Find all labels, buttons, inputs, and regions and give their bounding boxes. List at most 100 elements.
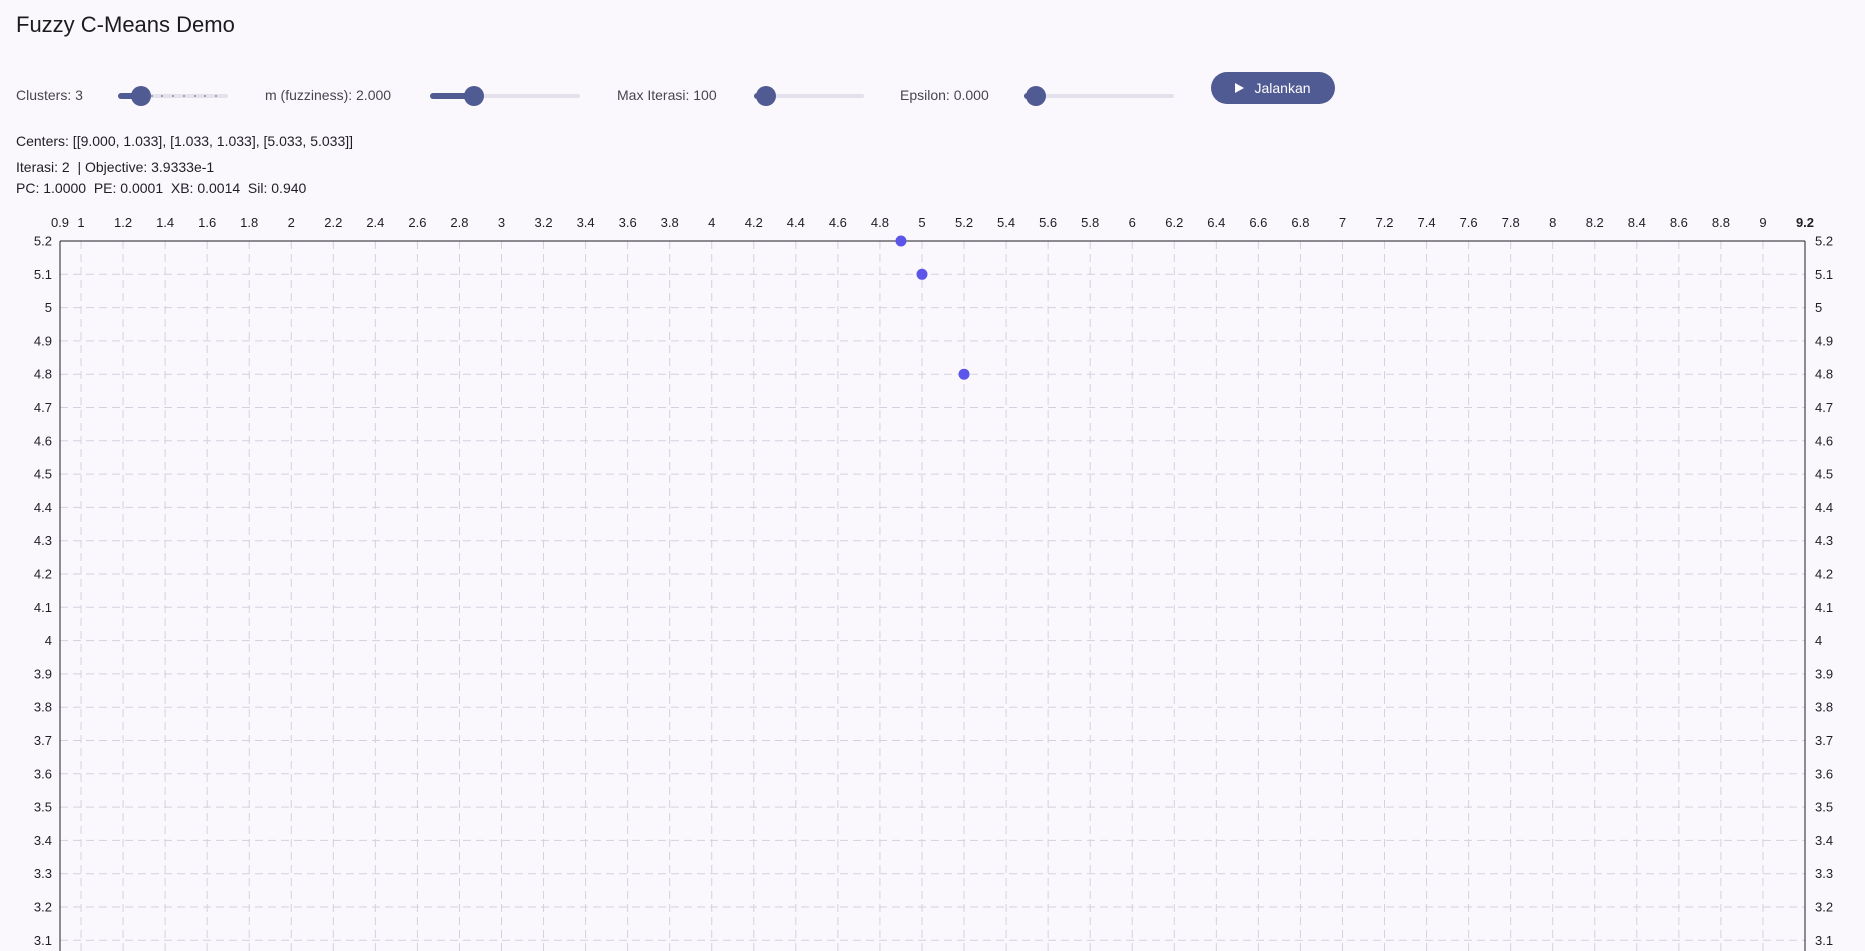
x-tick-label: 9.2	[1796, 215, 1814, 230]
fuzziness-label: m (fuzziness): 2.000	[265, 87, 392, 103]
x-tick-label: 9	[1759, 215, 1766, 230]
fuzziness-slider-thumb[interactable]	[463, 86, 484, 106]
x-tick-label: 5.2	[955, 215, 973, 230]
x-tick-label: 1	[77, 215, 84, 230]
x-tick-label: 3	[498, 215, 505, 230]
clusters-slider-thumb[interactable]	[130, 86, 151, 106]
y-tick-label-left: 5.1	[34, 267, 52, 282]
x-tick-label: 0.9	[51, 215, 69, 230]
x-tick-label: 2	[288, 215, 295, 230]
x-tick-label: 2.8	[450, 215, 468, 230]
y-tick-label-left: 4.7	[34, 400, 52, 415]
y-tick-label-left: 5.2	[34, 234, 52, 249]
y-tick-label-left: 4.6	[34, 433, 52, 448]
epsilon-slider[interactable]	[1024, 84, 1174, 108]
y-tick-label-left: 5	[45, 300, 52, 315]
data-point	[895, 235, 907, 247]
y-tick-label-right: 3.8	[1815, 700, 1833, 715]
slider-tick	[193, 95, 196, 97]
slider-tick	[182, 95, 185, 97]
x-tick-label: 3.8	[661, 215, 679, 230]
y-tick-label-right: 3.1	[1815, 933, 1833, 948]
x-tick-label: 7	[1339, 215, 1346, 230]
y-tick-label-right: 4.6	[1815, 433, 1833, 448]
x-tick-label: 3.6	[619, 215, 637, 230]
x-tick-label: 2.2	[324, 215, 342, 230]
epsilon-slider-thumb[interactable]	[1026, 86, 1046, 106]
x-tick-label: 6	[1129, 215, 1136, 230]
x-tick-label: 4	[708, 215, 715, 230]
y-tick-label-left: 4.3	[34, 533, 52, 548]
y-tick-label-right: 3.7	[1815, 733, 1833, 748]
data-point	[958, 368, 970, 380]
slider-tick	[161, 95, 164, 97]
x-tick-label: 2.4	[366, 215, 384, 230]
max-iter-label: Max Iterasi: 100	[617, 87, 717, 103]
x-tick-label: 6.2	[1165, 215, 1183, 230]
y-tick-label-right: 4.8	[1815, 367, 1833, 382]
x-tick-label: 5.6	[1039, 215, 1057, 230]
y-tick-label-left: 3.9	[34, 666, 52, 681]
app-title: Fuzzy C-Means Demo	[16, 12, 235, 37]
x-tick-label: 5.8	[1081, 215, 1099, 230]
y-tick-label-left: 4	[45, 633, 52, 648]
y-tick-label-left: 3.2	[34, 900, 52, 915]
epsilon-label: Epsilon: 0.000	[900, 87, 989, 103]
y-tick-label-left: 4.5	[34, 467, 52, 482]
x-tick-label: 4.4	[787, 215, 805, 230]
fuzziness-slider-fill	[430, 93, 474, 99]
x-tick-label: 6.6	[1249, 215, 1267, 230]
clusters-slider[interactable]	[118, 84, 228, 108]
y-tick-label-left: 3.7	[34, 733, 52, 748]
y-tick-label-right: 3.2	[1815, 900, 1833, 915]
x-tick-label: 1.4	[156, 215, 174, 230]
x-tick-label: 8.2	[1586, 215, 1604, 230]
x-tick-label: 4.2	[745, 215, 763, 230]
run-button[interactable]: Jalankan	[1211, 72, 1335, 104]
y-tick-label-right: 4.2	[1815, 567, 1833, 582]
y-tick-label-right: 3.5	[1815, 800, 1833, 815]
max-iter-slider[interactable]	[754, 84, 864, 108]
y-tick-label-right: 3.9	[1815, 666, 1833, 681]
y-tick-label-right: 4.7	[1815, 400, 1833, 415]
max-iter-slider-thumb[interactable]	[756, 86, 776, 106]
y-tick-label-left: 4.2	[34, 567, 52, 582]
x-tick-label: 3.4	[577, 215, 595, 230]
fuzziness-slider[interactable]	[430, 84, 580, 108]
epsilon-slider-track	[1024, 94, 1174, 98]
y-tick-label-right: 4	[1815, 633, 1822, 648]
x-tick-label: 8	[1549, 215, 1556, 230]
x-tick-label: 5.4	[997, 215, 1015, 230]
max-iter-slider-track	[754, 94, 864, 98]
play-icon	[1235, 83, 1245, 93]
y-tick-label-right: 3.3	[1815, 866, 1833, 881]
slider-tick	[204, 95, 207, 97]
y-tick-label-right: 4.4	[1815, 500, 1833, 515]
y-tick-label-right: 5	[1815, 300, 1822, 315]
centers-text: Centers: [[9.000, 1.033], [1.033, 1.033]…	[16, 133, 354, 149]
x-tick-label: 7.8	[1502, 215, 1520, 230]
y-tick-label-right: 4.5	[1815, 467, 1833, 482]
x-tick-label: 7.2	[1375, 215, 1393, 230]
y-tick-label-left: 3.6	[34, 766, 52, 781]
y-tick-label-left: 4.1	[34, 600, 52, 615]
x-tick-label: 7.6	[1460, 215, 1478, 230]
x-tick-label: 1.6	[198, 215, 216, 230]
clusters-slider-fill	[118, 93, 141, 99]
y-tick-label-left: 3.5	[34, 800, 52, 815]
x-tick-label: 1.8	[240, 215, 258, 230]
x-tick-label: 4.8	[871, 215, 889, 230]
y-tick-label-right: 4.9	[1815, 333, 1833, 348]
slider-tick	[172, 95, 174, 97]
slider-tick	[215, 95, 217, 97]
y-tick-label-right: 4.3	[1815, 533, 1833, 548]
x-tick-label: 6.4	[1207, 215, 1225, 230]
x-tick-label: 6.8	[1291, 215, 1309, 230]
clusters-label: Clusters: 3	[16, 87, 83, 103]
y-tick-label-left: 3.1	[34, 933, 52, 948]
fuzziness-slider-track	[430, 94, 580, 98]
y-tick-label-left: 3.4	[34, 833, 52, 848]
scatter-chart: 0.9 1 1.2 1.4 1.6 1.8 2 2.2 2.4 2.6 2.8 3 3.2 3.4 3.6 3…	[34, 215, 1833, 951]
y-tick-label-left: 4.9	[34, 333, 52, 348]
x-tick-label: 1.2	[114, 215, 132, 230]
